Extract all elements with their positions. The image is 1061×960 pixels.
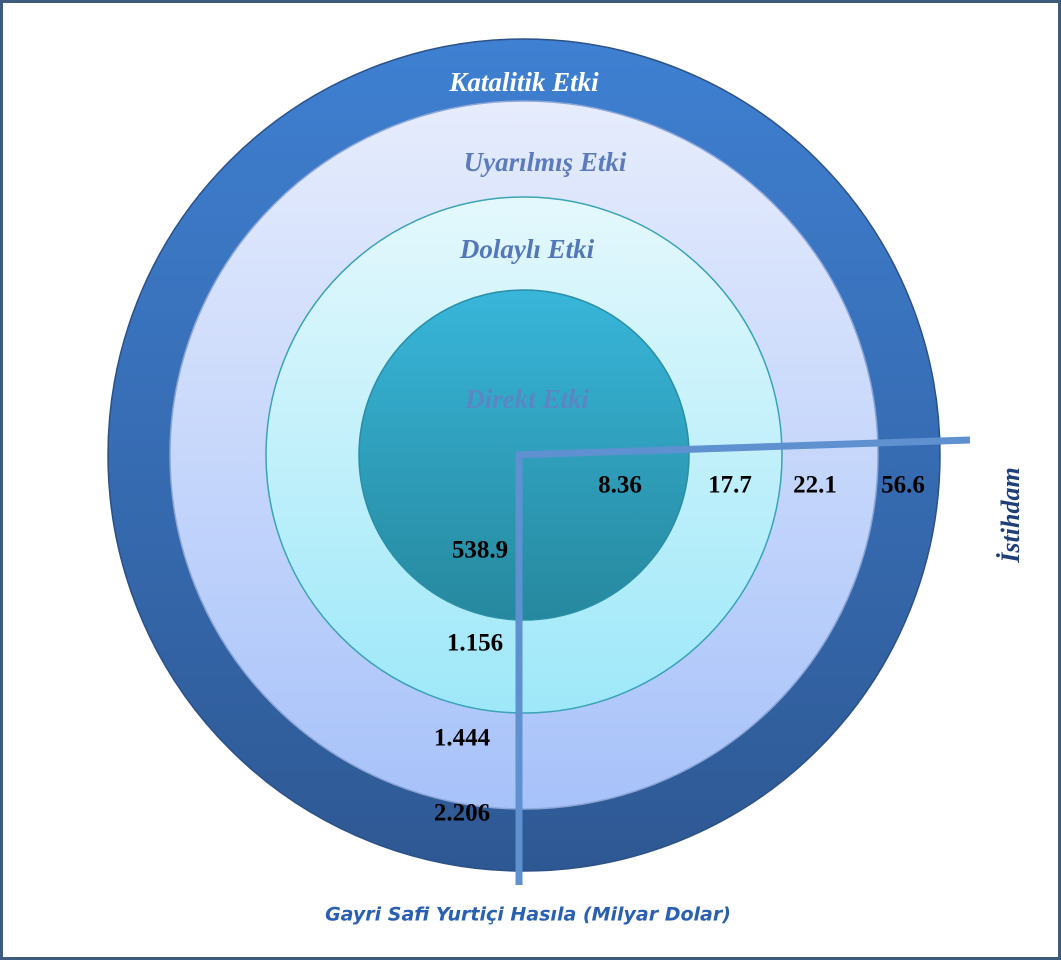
ring-label: Katalitik Etki (448, 67, 599, 97)
ring-label: Direkt Etki (464, 384, 589, 414)
gdp-value: 2.206 (434, 800, 490, 827)
gdp-value: 1.444 (434, 725, 491, 752)
employment-axis (515, 436, 971, 459)
employment-axis-label: İstihdam (996, 467, 1025, 563)
employment-value: 56.6 (881, 472, 925, 499)
employment-value: 8.36 (598, 472, 642, 499)
employment-value: 22.1 (793, 472, 837, 499)
gdp-axis-label: Gayri Safi Yurtiçi Hasıla (Milyar Dolar) (325, 904, 731, 926)
employment-value: 17.7 (708, 472, 752, 499)
ring-label: Dolaylı Etki (459, 234, 595, 264)
gdp-value: 1.156 (447, 630, 503, 657)
ring-label: Uyarılmış Etki (464, 147, 627, 177)
gdp-value: 538.9 (452, 537, 508, 564)
